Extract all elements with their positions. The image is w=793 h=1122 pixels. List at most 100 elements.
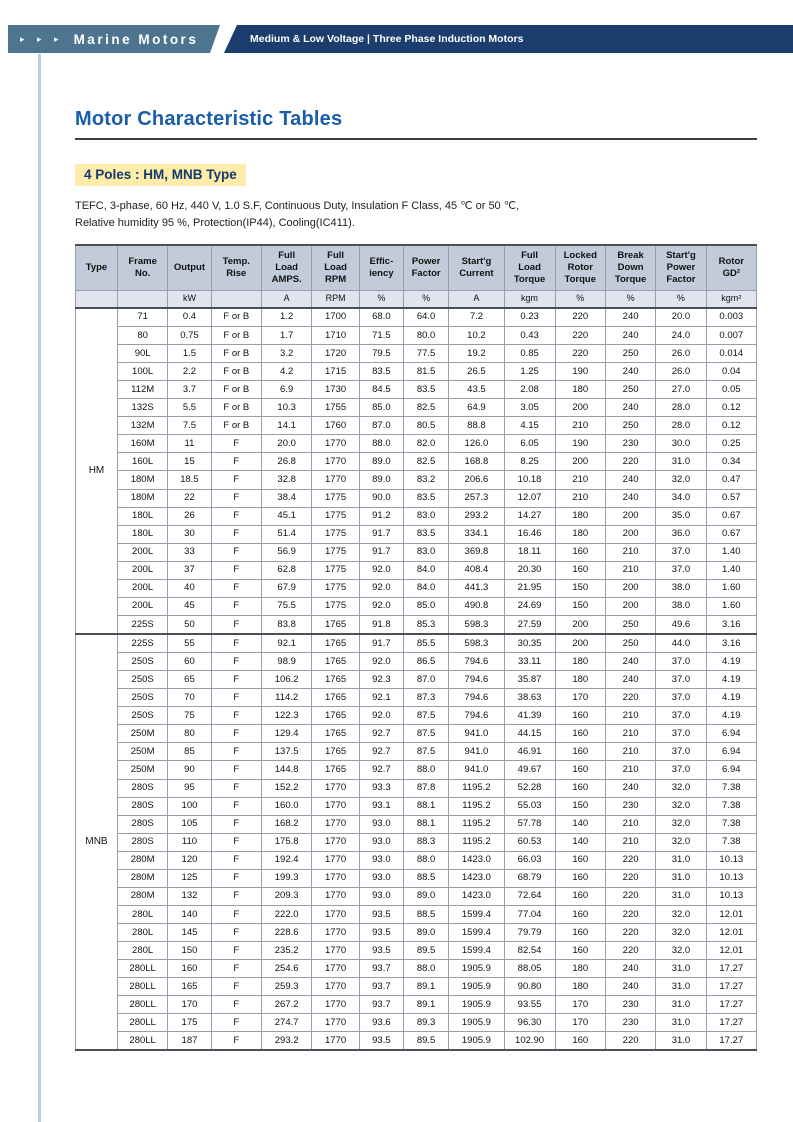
table-cell: 1.60 — [705, 578, 758, 598]
table-cell: 87.0 — [358, 416, 404, 436]
table-cell: 45.1 — [260, 506, 313, 526]
table-cell: 89.1 — [402, 995, 450, 1015]
table-cell: 1775 — [311, 578, 360, 598]
table-cell: 93.0 — [358, 886, 404, 906]
table-cell: 84.0 — [402, 560, 450, 580]
column-header: Temp. Rise — [210, 244, 262, 291]
table-row: 280M 125 F 199.3 1770 93.0 88.5 1423.0 68.79 160 2… — [76, 868, 758, 888]
table-cell: 257.3 — [448, 488, 505, 508]
table-cell: 90L — [116, 343, 169, 364]
table-row: 280S 110 F 175.8 1770 93.0 88.3 1195.2 60.53 140 2… — [76, 832, 758, 852]
table-cell: 0.75 — [167, 325, 212, 346]
table-cell: 1195.2 — [448, 832, 505, 852]
table-cell: 250M — [116, 742, 169, 762]
table-cell: 1423.0 — [448, 850, 505, 870]
table-cell: 1775 — [311, 560, 360, 580]
table-cell: 160 — [554, 941, 606, 961]
table-cell: 941.0 — [448, 742, 505, 762]
table-cell: 1.7 — [260, 325, 313, 346]
table-cell: 1599.4 — [448, 922, 505, 943]
table-cell: 27.59 — [503, 614, 556, 635]
table-cell: 120 — [167, 850, 212, 870]
table-cell: 210 — [604, 706, 657, 726]
table-cell: 160 — [167, 959, 212, 979]
table-cell: 6.94 — [705, 760, 758, 780]
table-cell: 112M — [116, 380, 169, 400]
table-cell: 2.08 — [503, 380, 556, 400]
table-cell: 77.5 — [402, 343, 450, 364]
table-cell: 44.0 — [655, 633, 707, 654]
spec-description: TEFC, 3-phase, 60 Hz, 440 V, 1.0 S.F, Co… — [75, 198, 757, 231]
title-divider — [75, 138, 757, 140]
table-cell: 150 — [554, 596, 606, 616]
table-cell: 60 — [167, 652, 212, 672]
table-cell: 18.5 — [167, 470, 212, 490]
table-cell: 160 — [554, 742, 606, 762]
table-cell: 1770 — [311, 941, 360, 961]
table-cell: 794.6 — [448, 706, 505, 726]
table-cell: 46.91 — [503, 742, 556, 762]
table-cell: 280LL — [116, 1031, 169, 1051]
table-cell: 28.0 — [655, 398, 707, 418]
table-cell: 51.4 — [260, 524, 313, 544]
table-cell: 38.4 — [260, 488, 313, 508]
table-cell: 1770 — [311, 814, 360, 834]
column-header: Power Factor — [402, 244, 450, 291]
table-cell: 92.7 — [358, 760, 404, 780]
table-cell: 17.27 — [705, 977, 758, 997]
column-unit — [116, 289, 169, 309]
table-cell: 274.7 — [260, 1013, 313, 1033]
table-cell: 68.79 — [503, 868, 556, 888]
table-cell: 210 — [604, 542, 657, 562]
table-cell: 132S — [116, 398, 169, 418]
table-row: 280LL 170 F 267.2 1770 93.7 89.1 1905.9 93.55 170… — [76, 995, 758, 1015]
table-row: 80 0.75 F or B 1.7 1710 71.5 80.0 10.2 0.43 220 24… — [76, 325, 758, 346]
table-cell: 140 — [554, 832, 606, 852]
table-cell: 26 — [167, 506, 212, 526]
table-cell: 598.3 — [448, 614, 505, 635]
table-cell: F — [210, 670, 262, 690]
table-cell: F — [210, 488, 262, 508]
table-cell: 32.0 — [655, 796, 707, 816]
table-cell: 250 — [604, 416, 657, 436]
table-cell: 240 — [604, 470, 657, 490]
table-cell: 220 — [604, 886, 657, 906]
table-cell: 88.8 — [448, 416, 505, 436]
table-cell: 225S — [116, 633, 169, 654]
column-unit: kW — [167, 289, 212, 309]
table-cell: 6.94 — [705, 724, 758, 744]
table-cell: 1770 — [311, 796, 360, 816]
table-cell: 794.6 — [448, 688, 505, 708]
table-row: 180L 26 F 45.1 1775 91.2 83.0 293.2 14.27 180 200 3… — [76, 506, 758, 526]
column-unit: A — [448, 289, 505, 309]
table-cell: 82.5 — [402, 398, 450, 418]
table-cell: 160M — [116, 434, 169, 454]
table-cell: 0.4 — [167, 307, 212, 327]
table-cell: 250 — [604, 343, 657, 364]
table-row: 280LL 175 F 274.7 1770 93.6 89.3 1905.9 96.30 170… — [76, 1013, 758, 1033]
table-cell: 37.0 — [655, 652, 707, 672]
table-cell: 16.46 — [503, 524, 556, 544]
table-cell: 210 — [554, 470, 606, 490]
table-cell: 31.0 — [655, 1013, 707, 1033]
table-cell: 1720 — [311, 343, 360, 364]
table-cell: 1765 — [311, 706, 360, 726]
table-cell: 200 — [604, 596, 657, 616]
table-cell: 91.2 — [358, 506, 404, 526]
table-cell: 32.0 — [655, 832, 707, 852]
table-cell: 160 — [554, 868, 606, 888]
column-header: Locked Rotor Torque — [554, 244, 606, 291]
table-cell: 180 — [554, 977, 606, 997]
table-cell: 67.9 — [260, 578, 313, 598]
table-cell: 206.6 — [448, 470, 505, 490]
column-header: Start'g Power Factor — [655, 244, 707, 291]
table-cell: F — [210, 470, 262, 490]
table-cell: 85.0 — [402, 596, 450, 616]
table-row: 280S 105 F 168.2 1770 93.0 88.1 1195.2 57.78 140 2… — [76, 814, 758, 834]
table-cell: 4.19 — [705, 688, 758, 708]
table-cell: 170 — [167, 995, 212, 1015]
table-cell: 32.0 — [655, 922, 707, 943]
table-cell: 200 — [604, 506, 657, 526]
table-cell: 93.0 — [358, 850, 404, 870]
